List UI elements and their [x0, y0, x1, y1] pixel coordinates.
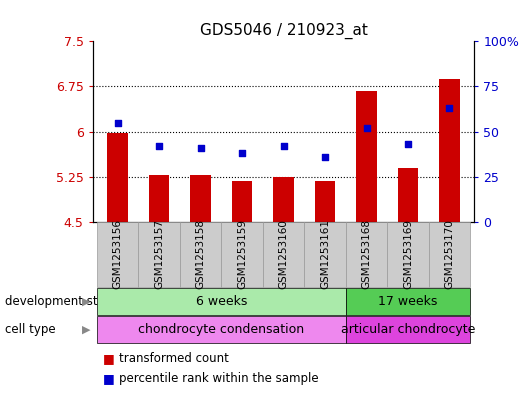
Text: GSM1253170: GSM1253170: [445, 220, 454, 289]
Text: cell type: cell type: [5, 323, 56, 336]
Text: ▶: ▶: [82, 296, 90, 307]
Bar: [107, 133, 128, 222]
Text: GSM1253160: GSM1253160: [279, 220, 288, 289]
Text: GSM1253169: GSM1253169: [403, 219, 413, 290]
Bar: [398, 168, 418, 222]
Text: ▶: ▶: [82, 324, 90, 334]
Bar: [439, 79, 460, 222]
Bar: [273, 177, 294, 222]
Text: GSM1253157: GSM1253157: [154, 219, 164, 290]
Bar: [356, 91, 377, 222]
Text: articular chondrocyte: articular chondrocyte: [341, 323, 475, 336]
Bar: [232, 181, 252, 222]
Text: 6 weeks: 6 weeks: [196, 295, 247, 308]
Text: GSM1253156: GSM1253156: [113, 219, 122, 290]
Text: GSM1253158: GSM1253158: [196, 219, 206, 290]
Text: GSM1253159: GSM1253159: [237, 219, 247, 290]
Point: [445, 105, 454, 111]
Text: ■: ■: [103, 372, 115, 386]
Point: [363, 125, 371, 131]
Bar: [315, 181, 335, 222]
Text: percentile rank within the sample: percentile rank within the sample: [119, 372, 319, 386]
Text: chondrocyte condensation: chondrocyte condensation: [138, 323, 304, 336]
Text: development stage: development stage: [5, 295, 120, 308]
Bar: [190, 175, 211, 222]
Text: GSM1253161: GSM1253161: [320, 219, 330, 290]
Bar: [149, 175, 170, 222]
Point: [404, 141, 412, 147]
Point: [238, 150, 246, 156]
Point: [155, 143, 163, 149]
Text: ■: ■: [103, 352, 115, 365]
Text: transformed count: transformed count: [119, 352, 229, 365]
Point: [196, 145, 205, 151]
Point: [321, 154, 329, 160]
Point: [279, 143, 288, 149]
Point: [113, 119, 122, 126]
Text: 17 weeks: 17 weeks: [378, 295, 438, 308]
Title: GDS5046 / 210923_at: GDS5046 / 210923_at: [200, 22, 367, 39]
Text: GSM1253168: GSM1253168: [361, 219, 372, 290]
